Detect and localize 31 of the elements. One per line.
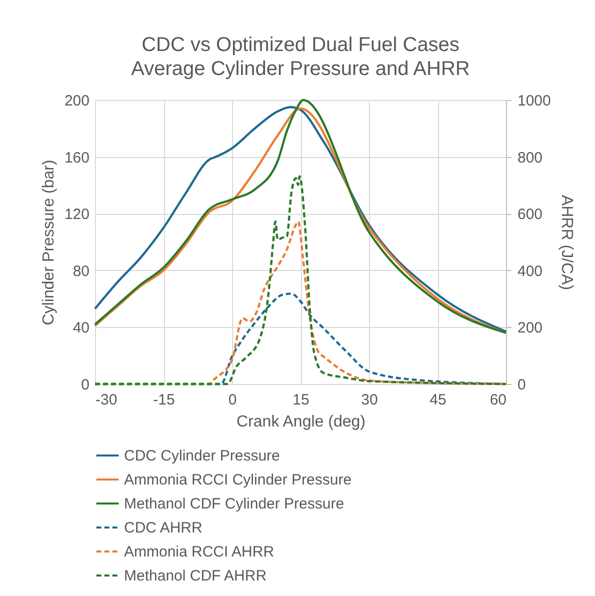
x-tick-label: -30 (96, 392, 118, 408)
y2-tick-label: 600 (518, 206, 543, 224)
legend-label: Methanol CDF Cylinder Pressure (124, 496, 344, 512)
y2-tick-label: 800 (518, 149, 543, 166)
x-tick-label: 60 (490, 392, 506, 408)
y-tick-label: 80 (72, 262, 90, 280)
line-series (94, 175, 508, 386)
y-tick-label: 0 (81, 376, 90, 394)
y-axis-title: Cylinder Pressure (bar) (40, 160, 58, 326)
x-tick-label: -15 (153, 392, 175, 408)
x-tick-label: 15 (292, 392, 310, 408)
x-axis-title: Crank Angle (deg) (236, 414, 366, 430)
legend-label: CDC Cylinder Pressure (124, 448, 280, 464)
x-tick-label: 30 (361, 392, 378, 408)
chart-title: CDC vs Optimized Dual Fuel Cases (142, 34, 460, 56)
y2-tick-label: 0 (518, 376, 526, 394)
y-tick-label: 160 (64, 149, 90, 166)
y-tick-label: 200 (64, 92, 90, 110)
legend-label: Ammonia RCCI AHRR (124, 544, 274, 560)
legend-label: Ammonia RCCI Cylinder Pressure (124, 472, 352, 488)
legend-label: CDC AHRR (124, 520, 203, 536)
y2-tick-label: 400 (518, 262, 543, 280)
x-tick-label: 45 (430, 392, 446, 408)
y2-axis-title: AHRR (J/CA) (558, 194, 575, 290)
x-tick-label: 0 (228, 392, 237, 408)
chart-subtitle: Average Cylinder Pressure and AHRR (131, 58, 470, 80)
y2-tick-label: 1000 (518, 92, 551, 110)
y-tick-label: 120 (64, 206, 90, 224)
y2-tick-label: 200 (518, 320, 543, 337)
y-tick-label: 40 (72, 320, 90, 337)
legend-label: Methanol CDF AHRR (124, 568, 267, 584)
